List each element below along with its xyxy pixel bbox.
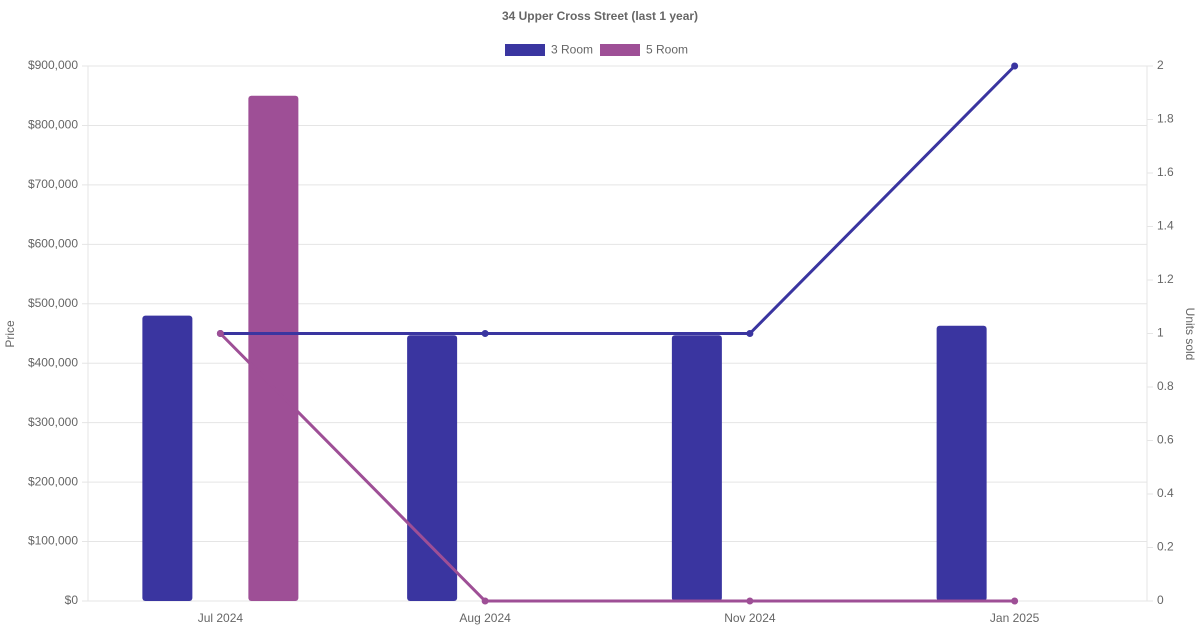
point (481, 330, 489, 337)
bar (671, 335, 722, 601)
line (220, 64, 1016, 335)
chart-title: 34 Upper Cross Street (last 1 year) (502, 9, 698, 23)
y2-tick-label: 0 (1157, 593, 1164, 607)
point (481, 597, 489, 605)
y2-tick-label: 1.4 (1157, 219, 1174, 233)
legend-label: 5 Room (646, 43, 688, 57)
x-tick-label: Jan 2025 (990, 611, 1040, 625)
point (1011, 597, 1019, 605)
y2-tick-label: 0.8 (1157, 379, 1174, 393)
y-tick-label: $500,000 (28, 296, 78, 310)
y-tick-label: $600,000 (28, 237, 78, 251)
y2-tick-label: 0.6 (1157, 433, 1174, 447)
y2-tick-label: 2 (1157, 58, 1164, 72)
bar (248, 95, 299, 601)
y-tick-label: $800,000 (28, 118, 78, 132)
x-tick-label: Aug 2024 (459, 611, 511, 625)
y2-tick-label: 1 (1157, 326, 1164, 340)
point (746, 597, 754, 605)
y-axis-title: Price (3, 320, 17, 348)
y-tick-label: $400,000 (28, 355, 78, 369)
legend-swatch (505, 44, 545, 56)
line (219, 332, 1015, 603)
point (746, 330, 754, 337)
y-tick-label: $100,000 (28, 534, 78, 548)
y2-tick-label: 0.4 (1157, 486, 1174, 500)
bar (936, 325, 987, 601)
x-tick-label: Jul 2024 (198, 611, 244, 625)
y-tick-label: $300,000 (28, 415, 78, 429)
y-tick-label: $200,000 (28, 474, 78, 488)
y-tick-label: $700,000 (28, 177, 78, 191)
legend-label: 3 Room (551, 43, 593, 57)
y-tick-label: $900,000 (28, 58, 78, 72)
point (216, 330, 224, 337)
y2-tick-label: 1.8 (1157, 112, 1174, 126)
y2-axis-title: Units sold (1183, 308, 1197, 361)
y2-tick-label: 1.6 (1157, 165, 1174, 179)
legend-swatch (600, 44, 640, 56)
y2-tick-label: 1.2 (1157, 272, 1174, 286)
bar (142, 315, 193, 601)
y2-tick-label: 0.2 (1157, 540, 1174, 554)
point (1011, 62, 1019, 70)
y-tick-label: $0 (65, 593, 79, 607)
bar (407, 335, 458, 601)
x-tick-label: Nov 2024 (724, 611, 776, 625)
